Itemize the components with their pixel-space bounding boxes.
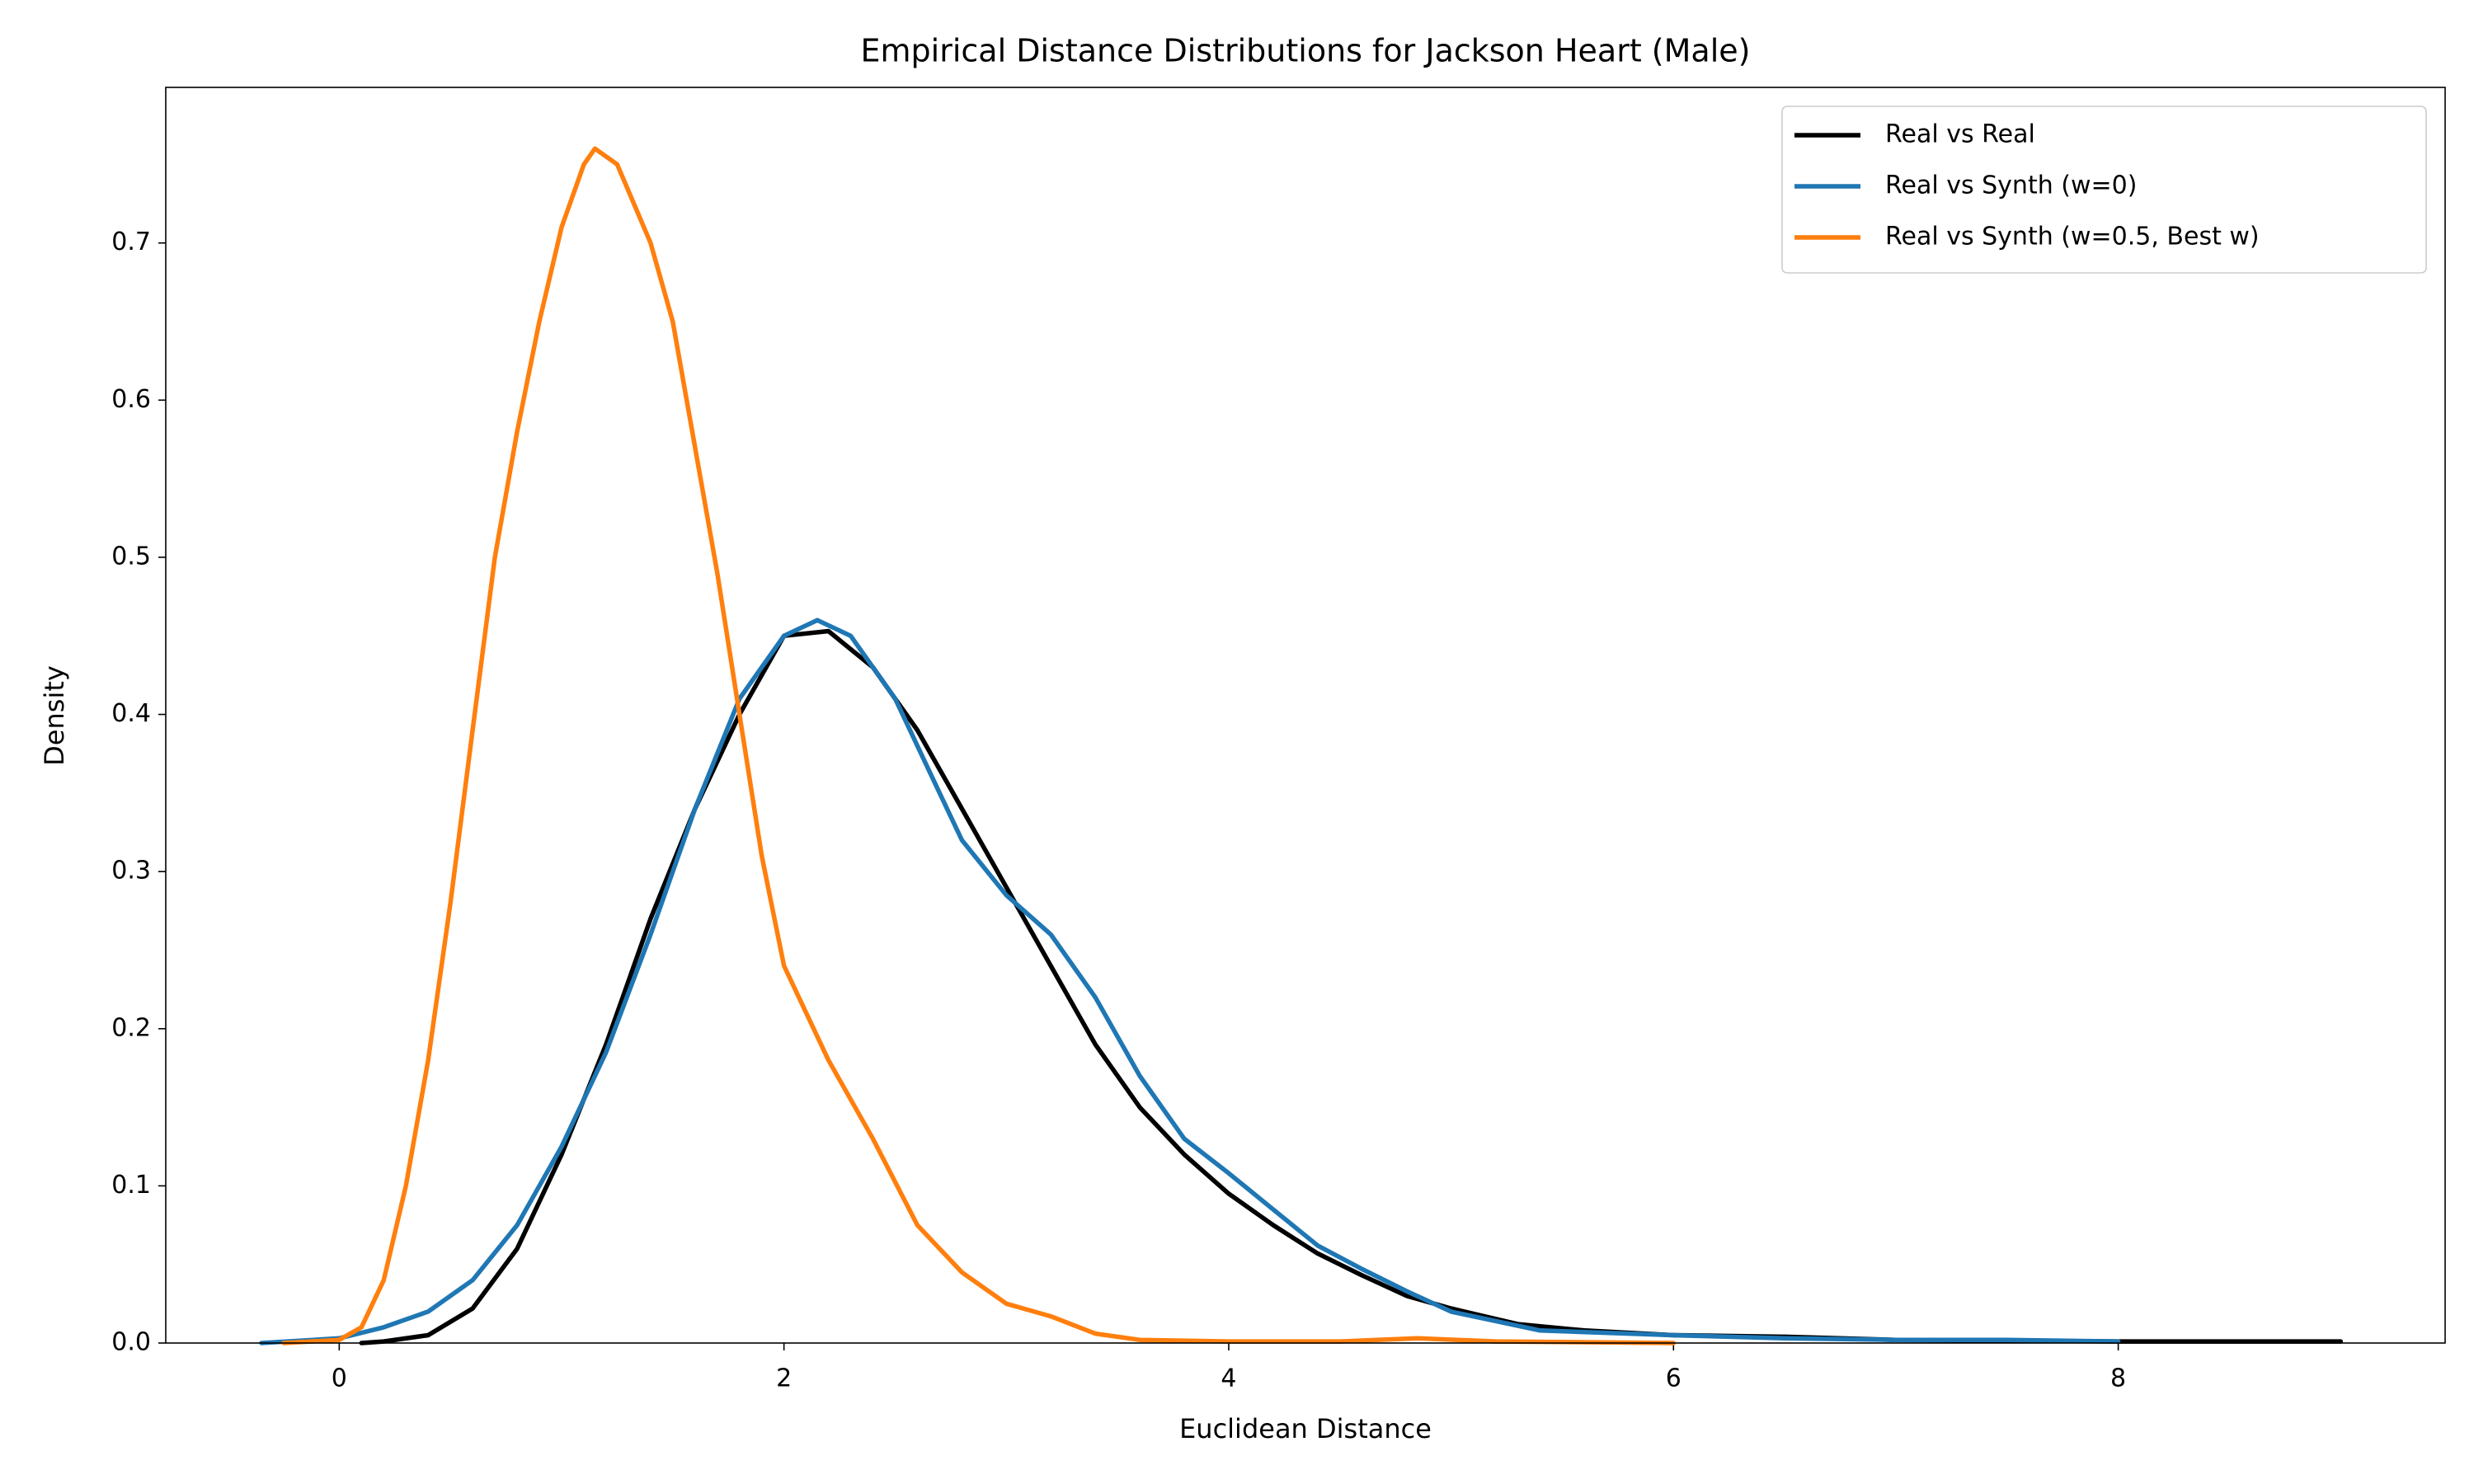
y-tick-label: 0.5 xyxy=(111,542,151,571)
x-tick-label: 6 xyxy=(1666,1364,1681,1393)
chart-title: Empirical Distance Distributions for Jac… xyxy=(861,33,1751,69)
y-tick-label: 0.2 xyxy=(111,1013,151,1042)
y-axis-label: Density xyxy=(39,665,70,766)
x-tick-label: 4 xyxy=(1221,1364,1236,1393)
legend-label: Real vs Real xyxy=(1885,120,2035,149)
plot-frame xyxy=(165,87,2446,1344)
y-tick-label: 0.6 xyxy=(111,385,151,414)
x-tick-label: 2 xyxy=(776,1364,792,1393)
legend-box xyxy=(1781,106,2427,274)
y-tick-label: 0.0 xyxy=(111,1328,151,1357)
line xyxy=(281,146,1677,1345)
y-tick-label: 0.7 xyxy=(111,228,151,256)
legend: Real vs Real Real vs Synth (w=0) Real vs S… xyxy=(1781,106,2427,274)
y-tick-label: 0.1 xyxy=(111,1171,151,1200)
x-tick-label: 0 xyxy=(332,1364,347,1393)
line xyxy=(259,618,2121,1345)
legend-label: Real vs Synth (w=0) xyxy=(1885,171,2137,200)
legend-label: Real vs Synth (w=0.5, Best w) xyxy=(1885,223,2260,251)
line xyxy=(359,628,2344,1345)
y-tick-label: 0.3 xyxy=(111,857,151,885)
y-tick-label: 0.4 xyxy=(111,699,151,728)
x-tick-label: 8 xyxy=(2110,1364,2126,1393)
x-axis-label: Euclidean Distance xyxy=(1179,1413,1432,1444)
